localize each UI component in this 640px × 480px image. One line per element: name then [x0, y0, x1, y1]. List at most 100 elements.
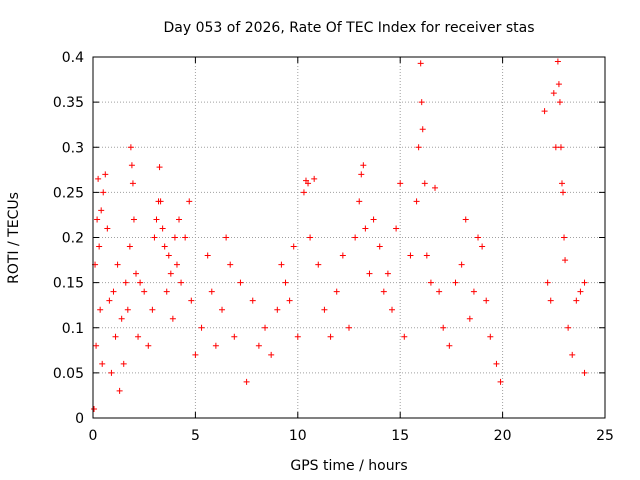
data-point	[182, 234, 189, 241]
data-point	[560, 189, 567, 196]
data-point	[339, 252, 346, 259]
y-tick-label: 0	[75, 411, 84, 427]
data-point	[192, 351, 199, 358]
data-point	[577, 288, 584, 295]
data-point	[178, 279, 185, 286]
data-point	[370, 216, 377, 223]
data-point	[237, 279, 244, 286]
data-point	[487, 333, 494, 340]
data-point	[290, 243, 297, 250]
data-point	[360, 162, 367, 169]
data-point	[114, 261, 121, 268]
data-point	[333, 288, 340, 295]
data-point	[100, 189, 107, 196]
data-point	[99, 360, 106, 367]
data-point	[104, 225, 111, 232]
data-point	[452, 279, 459, 286]
data-point	[305, 180, 312, 187]
data-point	[300, 189, 307, 196]
data-point	[462, 216, 469, 223]
plot-frame	[92, 56, 606, 419]
y-axis-label: ROTI / TECUs	[6, 192, 22, 284]
y-tick-label: 0.4	[62, 50, 84, 66]
data-point	[475, 234, 482, 241]
data-point	[401, 333, 408, 340]
y-tick-label: 0.35	[53, 95, 84, 111]
data-point	[311, 175, 318, 182]
data-point	[137, 279, 144, 286]
data-point	[122, 279, 129, 286]
data-point	[581, 279, 588, 286]
data-point	[581, 369, 588, 376]
data-point	[151, 234, 158, 241]
y-tick-label: 0.05	[53, 366, 84, 382]
data-point	[483, 297, 490, 304]
data-point	[167, 270, 174, 277]
data-point	[112, 333, 119, 340]
x-tick-label: 15	[391, 428, 409, 444]
data-point	[315, 261, 322, 268]
data-point	[227, 261, 234, 268]
data-point	[552, 144, 559, 151]
data-point	[128, 162, 135, 169]
x-tick-label: 20	[494, 428, 512, 444]
data-point	[186, 198, 193, 205]
data-point	[255, 342, 262, 349]
data-point	[466, 315, 473, 322]
data-point	[169, 315, 176, 322]
data-point	[129, 180, 136, 187]
x-tick-label: 0	[89, 428, 98, 444]
grid-lines	[93, 57, 605, 418]
data-point	[268, 351, 275, 358]
data-point	[165, 252, 172, 259]
data-point	[561, 234, 568, 241]
data-point	[558, 180, 565, 187]
data-point	[562, 257, 569, 264]
data-point	[573, 297, 580, 304]
data-point	[493, 360, 500, 367]
data-point	[321, 306, 328, 313]
data-point	[96, 243, 103, 250]
data-point	[95, 175, 102, 182]
data-point	[159, 225, 166, 232]
data-point	[173, 261, 180, 268]
data-point	[204, 252, 211, 259]
data-point	[212, 342, 219, 349]
data-point	[436, 288, 443, 295]
data-point	[149, 306, 156, 313]
data-point	[421, 180, 428, 187]
data-point	[352, 234, 359, 241]
y-tick-label: 0.15	[53, 276, 84, 292]
data-point	[346, 324, 352, 331]
data-point	[407, 252, 414, 259]
data-point	[458, 261, 465, 268]
data-point	[110, 288, 117, 295]
data-point	[130, 216, 137, 223]
data-point	[141, 288, 148, 295]
data-point	[393, 225, 400, 232]
data-point	[384, 270, 391, 277]
data-point	[102, 171, 109, 178]
data-point	[497, 378, 504, 385]
data-point	[446, 342, 453, 349]
data-point	[145, 342, 152, 349]
data-point	[124, 306, 131, 313]
data-point	[547, 297, 554, 304]
data-point	[550, 90, 557, 97]
data-point	[555, 81, 562, 88]
data-point	[163, 288, 170, 295]
data-point	[198, 324, 205, 331]
data-point	[161, 243, 168, 250]
data-point	[427, 279, 434, 286]
data-point	[479, 243, 486, 250]
data-point	[294, 333, 301, 340]
data-point	[470, 288, 477, 295]
x-tick-label: 25	[596, 428, 614, 444]
data-point	[440, 324, 447, 331]
y-tick-label: 0.25	[53, 185, 84, 201]
data-point	[418, 99, 425, 106]
data-point	[118, 315, 125, 322]
x-axis-label: GPS time / hours	[290, 458, 407, 474]
data-point	[126, 243, 133, 250]
data-point	[376, 243, 383, 250]
